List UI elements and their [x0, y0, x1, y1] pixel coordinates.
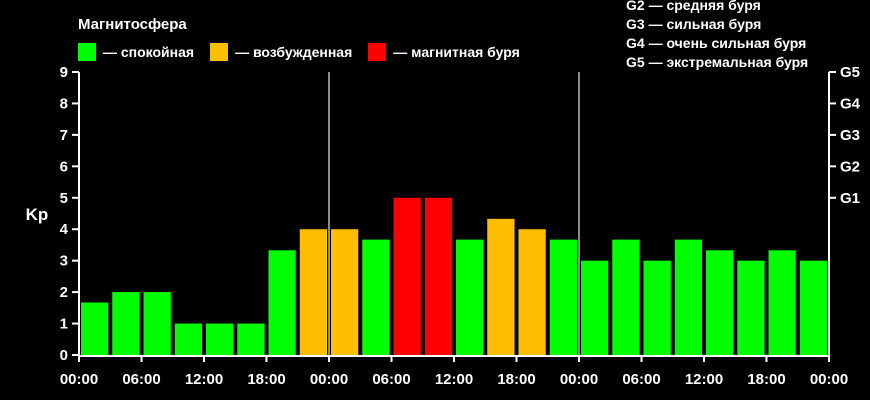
legend-swatch-storm [368, 43, 387, 61]
bar-1 [112, 292, 140, 355]
x-tick-label-10: 12:00 [685, 371, 723, 388]
x-tick-label-1: 06:00 [122, 371, 160, 388]
y-tick-label-4: 4 [60, 221, 69, 238]
y-tick-label-1: 1 [60, 316, 68, 333]
legend-title: Магнитосфера [78, 16, 187, 33]
x-tick-label-12: 00:00 [810, 371, 848, 388]
bar-3 [174, 323, 202, 355]
y-tick-label-2: 2 [60, 284, 68, 301]
g-tick-label-G4: G4 [840, 95, 861, 112]
x-tick-label-0: 00:00 [60, 371, 98, 388]
y-tick-label-9: 9 [60, 64, 68, 81]
y-tick-label-8: 8 [60, 95, 68, 112]
bar-23 [799, 260, 827, 355]
y-tick-label-6: 6 [60, 158, 68, 175]
legend-label-storm: — магнитная буря [393, 44, 520, 60]
x-tick-label-9: 06:00 [622, 371, 660, 388]
g-scale-g3: G3 — сильная буря [626, 16, 762, 32]
x-tick-label-5: 06:00 [372, 371, 410, 388]
y-tick-label-0: 0 [60, 347, 68, 364]
y-tick-label-7: 7 [60, 127, 68, 144]
bar-10 [393, 197, 421, 355]
bar-9 [362, 239, 390, 355]
bar-5 [237, 323, 265, 355]
y-tick-label-5: 5 [60, 190, 68, 207]
y-tick-label-3: 3 [60, 253, 68, 270]
bar-22 [768, 250, 796, 355]
bar-18 [643, 260, 671, 355]
g-tick-label-G5: G5 [840, 64, 860, 81]
bar-21 [737, 260, 765, 355]
bar-15 [549, 239, 577, 355]
legend: — спокойная — возбужденная — магнитная б… [78, 43, 536, 61]
bar-0 [81, 302, 109, 355]
bar-19 [674, 239, 702, 355]
legend-item-quiet: — спокойная [78, 43, 194, 61]
bar-20 [706, 250, 734, 355]
x-tick-label-4: 00:00 [310, 371, 348, 388]
legend-item-storm: — магнитная буря [368, 43, 520, 61]
g-tick-label-G1: G1 [840, 190, 860, 207]
x-tick-label-6: 12:00 [435, 371, 473, 388]
g-scale-g2: G2 — средняя буря [626, 0, 761, 13]
x-tick-label-11: 18:00 [747, 371, 785, 388]
y-axis-label: Kp [26, 205, 49, 224]
bar-6 [268, 250, 296, 355]
g-scale-g5: G5 — экстремальная буря [626, 54, 809, 70]
legend-label-quiet: — спокойная [103, 44, 195, 60]
bar-17 [612, 239, 640, 355]
bar-7 [299, 229, 327, 355]
legend-swatch-active [210, 43, 229, 61]
bar-13 [487, 218, 515, 355]
g-scale-g4: G4 — очень сильная буря [626, 35, 807, 51]
g-tick-label-G2: G2 [840, 158, 860, 175]
bar-14 [518, 229, 546, 355]
bar-16 [581, 260, 609, 355]
g-scale-legend: G2 — средняя буря G3 — сильная буря G4 —… [626, 0, 808, 72]
bar-11 [424, 197, 452, 355]
x-tick-label-7: 18:00 [497, 371, 535, 388]
legend-label-active: — возбужденная [235, 44, 353, 60]
bar-8 [331, 229, 359, 355]
bar-4 [206, 323, 234, 355]
legend-swatch-quiet [78, 43, 96, 61]
x-tick-label-2: 12:00 [185, 371, 223, 388]
x-tick-label-8: 00:00 [560, 371, 598, 388]
x-tick-label-3: 18:00 [247, 371, 285, 388]
legend-item-active: — возбужденная [210, 43, 352, 61]
bar-12 [456, 239, 484, 355]
g-tick-label-G3: G3 [840, 127, 860, 144]
bar-2 [143, 292, 171, 355]
